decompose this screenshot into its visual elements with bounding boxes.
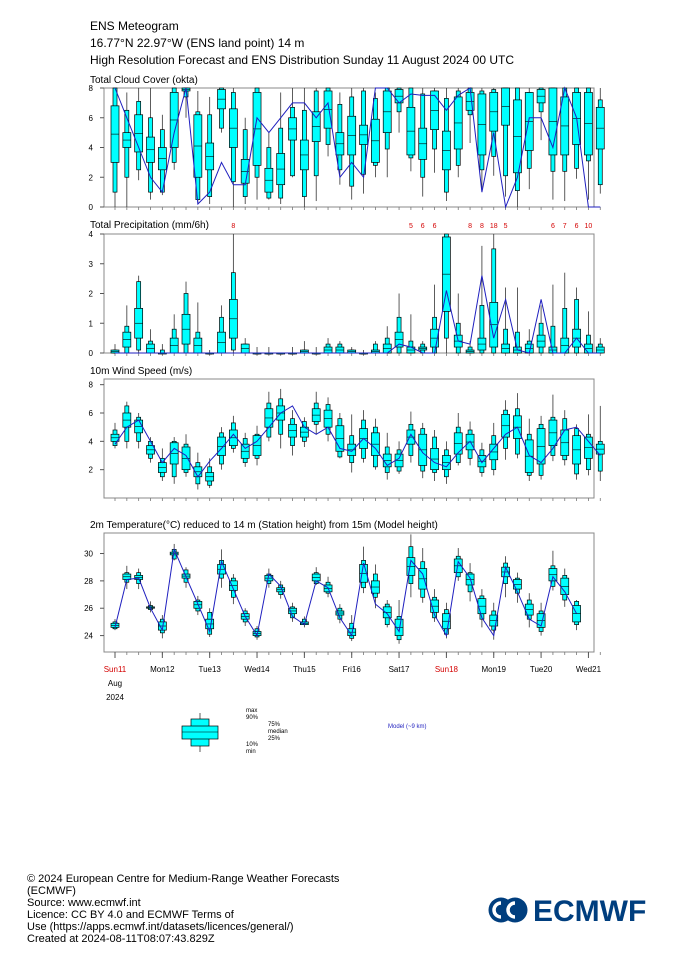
year-label: 2024	[106, 693, 124, 702]
y-tick-label: 26	[84, 604, 93, 613]
footer-line: © 2024 European Centre for Medium-Range …	[27, 873, 340, 885]
model-line	[114, 547, 578, 638]
y-tick-label: 3	[89, 260, 94, 269]
y-tick-label: 0	[89, 349, 94, 358]
legend-box-25-75	[181, 725, 219, 740]
footer-line: Created at 2024-08-11T08:07:43.829Z	[27, 933, 215, 945]
y-tick-label: 6	[89, 409, 94, 418]
y-tick-label: 4	[89, 230, 94, 239]
location-line: 16.77°N 22.97°W (ENS land point) 14 m	[90, 36, 305, 50]
y-tick-label: 24	[84, 632, 93, 641]
y-tick-label: 28	[84, 577, 93, 586]
panel-title: Total Cloud Cover (okta)	[90, 75, 198, 86]
y-tick-label: 2	[89, 173, 94, 182]
day-label: Wed14	[244, 665, 270, 674]
panel-frame	[103, 532, 595, 653]
day-label: Sun11	[104, 665, 127, 674]
box-10-90	[597, 440, 603, 472]
model-line	[114, 86, 601, 209]
forecast-subtitle: High Resolution Forecast and ENS Distrib…	[90, 53, 515, 67]
day-label: Tue20	[530, 665, 553, 674]
y-tick-label: 8	[89, 381, 94, 390]
panel-title: 2m Temperature(°C) reduced to 14 m (Stat…	[90, 520, 438, 531]
day-label: Tue13	[198, 665, 221, 674]
logo-wordmark: ECMWF	[533, 895, 646, 928]
legend-label-90: 90%	[246, 715, 259, 721]
footer-line: Use (https://apps.ecmwf.int/datasets/lic…	[27, 921, 294, 933]
day-label: Fri16	[343, 665, 362, 674]
y-tick-label: 2	[89, 290, 94, 299]
y-tick-label: 30	[84, 550, 93, 559]
legend-label-25: 25%	[268, 736, 281, 742]
panel-title: Total Precipitation (mm/6h)	[90, 220, 209, 231]
annotation-label: 8	[468, 223, 472, 230]
chart-title: ENS Meteogram	[90, 19, 179, 33]
y-tick-label: 4	[89, 437, 94, 446]
model-line	[115, 275, 601, 354]
y-tick-label: 0	[89, 203, 94, 212]
day-label: Thu15	[293, 665, 316, 674]
annotation-label: 6	[551, 223, 555, 230]
annotation-label: 18	[490, 223, 498, 230]
annotation-label: 5	[504, 223, 508, 230]
footer-line: Licence: CC BY 4.0 and ECMWF Terms of	[27, 909, 234, 921]
day-label: Sun18	[435, 665, 459, 674]
day-label: Sat17	[389, 665, 410, 674]
month-label: Aug	[108, 679, 122, 688]
day-label: Mon12	[150, 665, 175, 674]
y-tick-label: 8	[89, 84, 94, 93]
legend-label-max: max	[246, 708, 257, 714]
legend-label-10: 10%	[246, 742, 259, 748]
footer-line: Source: www.ecmwf.int	[27, 897, 141, 909]
box-10-90	[479, 305, 485, 354]
legend-label-median: median	[268, 729, 288, 735]
box-10-90	[290, 106, 295, 177]
annotation-label: 8	[231, 223, 235, 230]
day-label: Mon19	[482, 665, 507, 674]
legend-label-75: 75%	[268, 722, 281, 728]
panel-frame	[103, 233, 595, 354]
y-tick-label: 4	[89, 144, 94, 153]
box-10-90	[574, 299, 579, 354]
annotation-label: 8	[480, 223, 484, 230]
legend-label-model: Model (~9 km)	[388, 724, 427, 730]
y-tick-label: 1	[89, 319, 94, 328]
annotation-label: 7	[563, 223, 567, 230]
model-line	[114, 405, 601, 478]
y-tick-label: 2	[89, 466, 94, 475]
y-tick-label: 6	[89, 114, 94, 123]
annotation-label: 6	[421, 223, 425, 230]
annotation-label: 6	[575, 223, 579, 230]
annotation-label: 10	[585, 223, 593, 230]
day-label: Wed21	[576, 665, 602, 674]
box-10-90	[491, 248, 497, 354]
footer: © 2024 European Centre for Medium-Range …	[27, 873, 387, 945]
ecmwf-logo: ECMWF	[488, 895, 646, 928]
annotation-label: 5	[409, 223, 413, 230]
panel-frame	[103, 378, 595, 499]
footer-line: (ECMWF)	[27, 885, 76, 897]
annotation-label: 6	[433, 223, 437, 230]
panel-title: 10m Wind Speed (m/s)	[90, 366, 192, 377]
legend-label-min: min	[246, 749, 256, 755]
